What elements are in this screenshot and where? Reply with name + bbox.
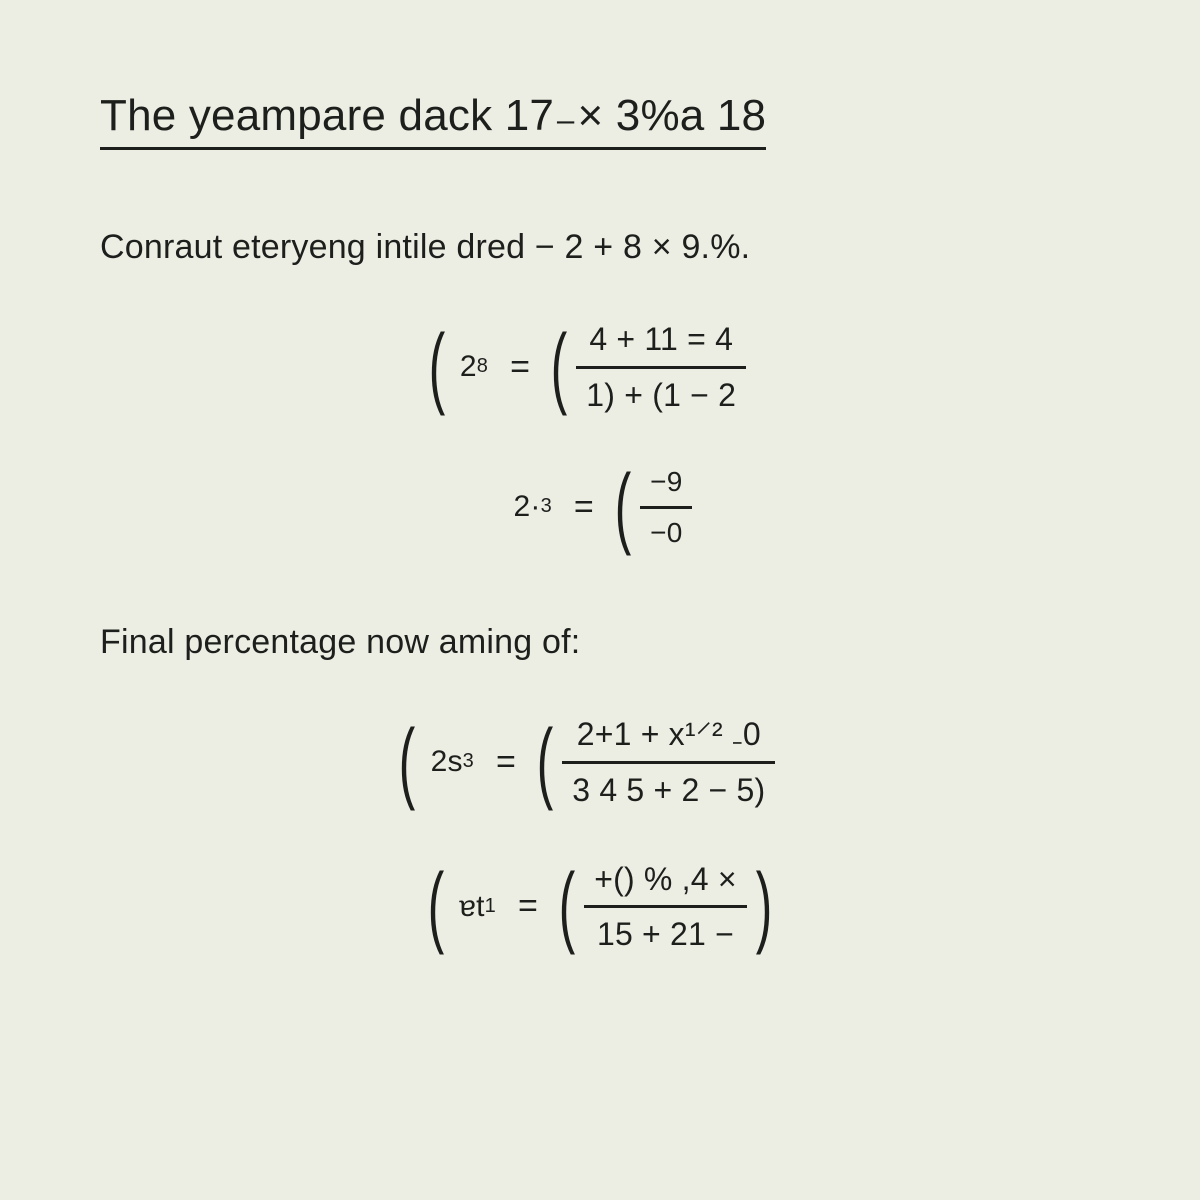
equation-lhs: 28	[454, 350, 498, 384]
equation-3: ( 2s3 = ( 2+1 + x¹⸍² ₋0 3 4 5 + 2 − 5) )	[390, 712, 809, 813]
left-paren-icon: (	[536, 731, 555, 794]
equation-2: 2·3 = ( −9 −0	[508, 462, 693, 553]
paragraph-1: Conraut eteryeng intile dred − 2 + 8 × 9…	[100, 228, 1100, 267]
fraction: 2+1 + x¹⸍² ₋0 3 4 5 + 2 − 5)	[562, 712, 775, 813]
page-title: The yeampare dack 17₋× 3%a 18	[100, 90, 766, 150]
paragraph-2: Final percentage now aming of:	[100, 623, 1100, 662]
equals-sign: =	[498, 348, 542, 387]
lhs-base: ɐt	[459, 890, 484, 924]
fraction-numerator: −9	[640, 462, 692, 502]
fraction: −9 −0	[640, 462, 692, 553]
fraction-denominator: 3 4 5 + 2 − 5)	[562, 768, 775, 813]
page: The yeampare dack 17₋× 3%a 18 Conraut et…	[0, 0, 1200, 1200]
right-paren-icon: )	[754, 875, 773, 938]
lhs-superscript: 8	[477, 355, 488, 378]
equation-lhs: 2·3	[508, 490, 562, 524]
lhs-superscript: 3	[541, 495, 552, 518]
lhs-superscript: 3	[463, 750, 474, 773]
fraction-bar	[576, 366, 746, 369]
fraction-numerator: 2+1 + x¹⸍² ₋0	[567, 712, 771, 757]
lhs-base: 2s	[431, 745, 463, 779]
equation-4: ( ɐt1 = ( +() % ,4 × 15 + 21 − )	[419, 857, 781, 958]
equals-sign: =	[562, 488, 606, 527]
equation-block-2: ( 2s3 = ( 2+1 + x¹⸍² ₋0 3 4 5 + 2 − 5) )…	[100, 712, 1100, 957]
lhs-base: 2·	[514, 490, 541, 524]
equals-sign: =	[506, 887, 550, 926]
fraction-denominator: 15 + 21 −	[587, 912, 744, 957]
left-paren-icon: (	[614, 476, 633, 539]
equation-1: ( 28 = ( 4 + 11 = 4 1) + (1 − 2 )	[420, 317, 781, 418]
fraction-denominator: 1) + (1 − 2	[576, 373, 746, 418]
left-paren-icon: (	[427, 875, 446, 938]
left-paren-icon: (	[427, 336, 446, 399]
fraction-numerator: +() % ,4 ×	[584, 857, 747, 902]
fraction-bar	[584, 905, 747, 908]
left-paren-icon: (	[550, 336, 569, 399]
lhs-superscript: 1	[485, 895, 496, 918]
fraction: +() % ,4 × 15 + 21 −	[584, 857, 747, 958]
equation-lhs: 2s3	[425, 745, 484, 779]
left-paren-icon: (	[558, 875, 577, 938]
left-paren-icon: (	[398, 731, 417, 794]
fraction-numerator: 4 + 11 = 4	[579, 317, 743, 362]
equation-block-1: ( 28 = ( 4 + 11 = 4 1) + (1 − 2 ) 2·3 = …	[100, 317, 1100, 553]
fraction-denominator: −0	[640, 513, 692, 553]
fraction: 4 + 11 = 4 1) + (1 − 2	[576, 317, 746, 418]
fraction-bar	[640, 506, 692, 509]
lhs-base: 2	[460, 350, 477, 384]
equals-sign: =	[484, 743, 528, 782]
equation-lhs: ɐt1	[453, 890, 506, 924]
fraction-bar	[562, 761, 775, 764]
